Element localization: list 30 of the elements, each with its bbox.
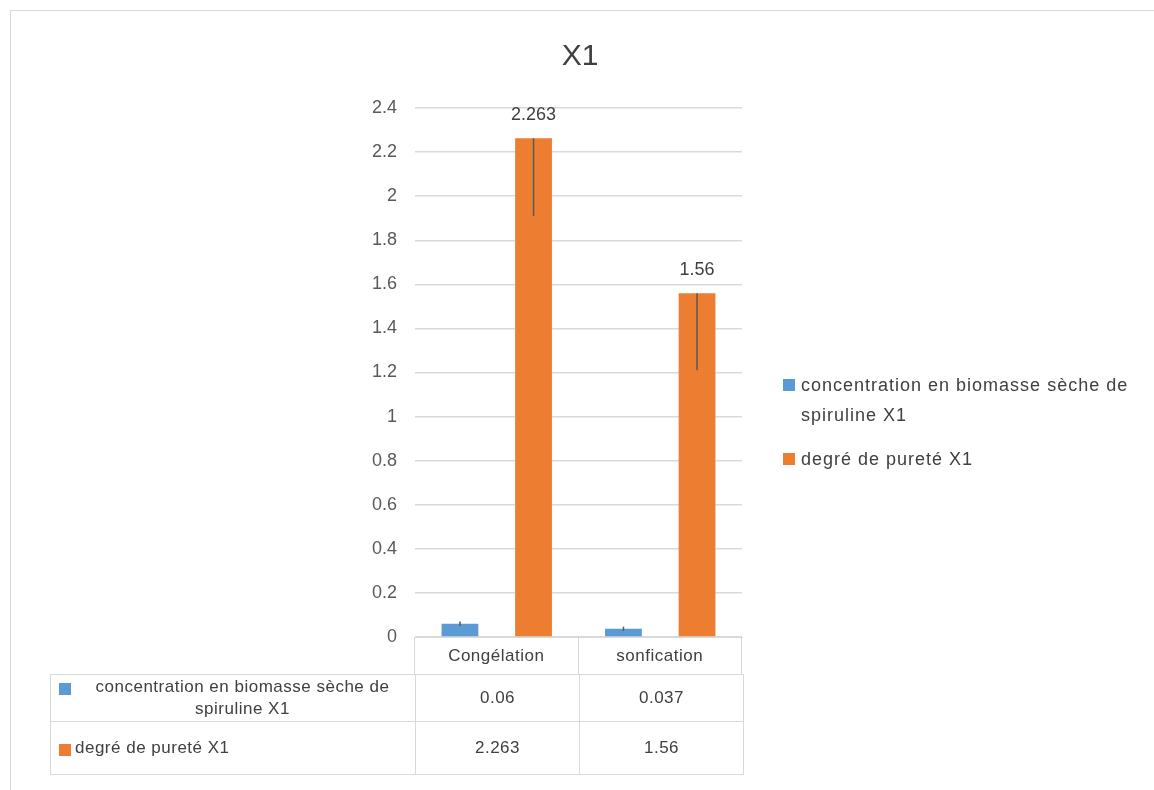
y-tick-label: 0 <box>386 625 397 646</box>
bar <box>678 293 716 637</box>
y-tick-label: 1.6 <box>371 273 397 294</box>
y-tick-label: 1.4 <box>371 317 397 338</box>
text: 2.263 <box>415 721 580 775</box>
y-tick-label: 0.2 <box>371 581 397 602</box>
data-label: 1.56 <box>679 259 715 280</box>
bar <box>515 138 552 637</box>
y-tick-label: 2.4 <box>371 96 397 117</box>
text: 0.06 <box>415 674 580 722</box>
text: 1.56 <box>579 721 744 775</box>
bar <box>605 628 642 637</box>
y-tick-label: 1 <box>386 405 397 426</box>
x-tick-label: Congélation <box>414 637 578 675</box>
bar <box>441 623 479 637</box>
legend-label: degré de pureté X1 <box>801 448 974 471</box>
legend-label: concentration en biomasse sèche de spiruline X1 <box>801 374 1130 427</box>
chart-title: X1 <box>560 38 600 72</box>
y-tick-label: 2.2 <box>371 141 397 162</box>
y-tick-label: 0.6 <box>371 493 397 514</box>
text: concentration en biomasse sèche de spiruline X1 <box>94 676 391 720</box>
y-tick-label: 2 <box>386 185 397 206</box>
y-tick-label: 1.8 <box>371 229 397 250</box>
text: degré de pureté X1 <box>75 737 231 759</box>
data-label: 2.263 <box>511 104 557 125</box>
y-tick-label: 0.4 <box>371 537 397 558</box>
x-tick-label: sonfication <box>578 637 742 675</box>
text: 0.037 <box>579 674 744 722</box>
y-tick-label: 1.2 <box>371 361 397 382</box>
y-tick-label: 0.8 <box>371 449 397 470</box>
